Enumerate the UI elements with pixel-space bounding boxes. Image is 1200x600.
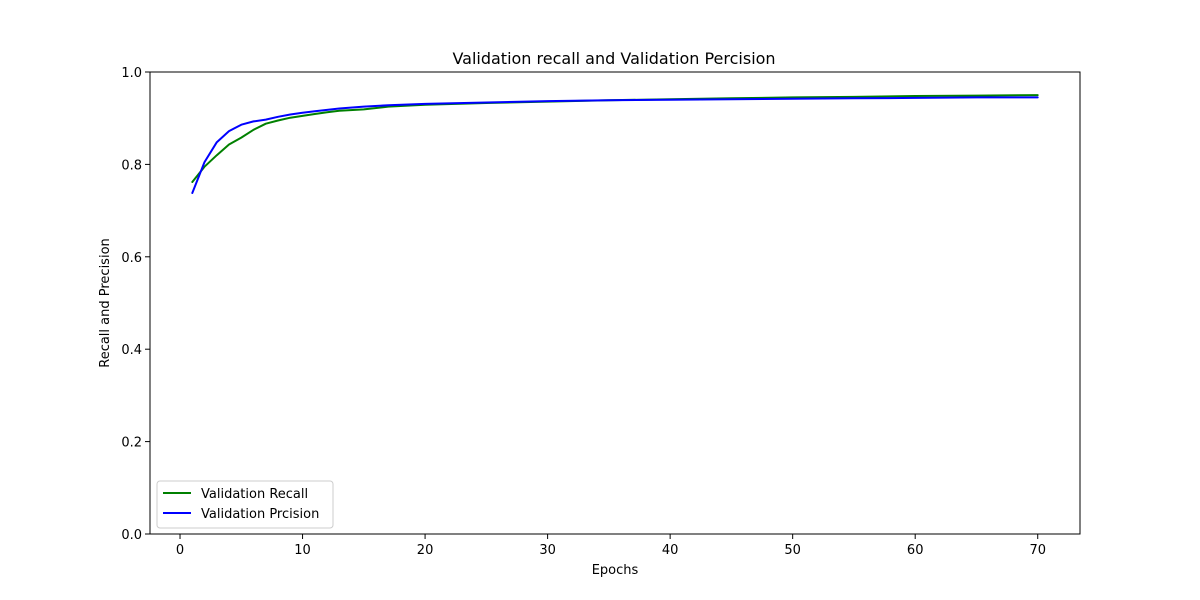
y-axis-label: Recall and Precision [98,238,113,368]
y-tick-label: 1.0 [121,66,142,81]
x-tick-label: 10 [294,543,311,558]
x-tick-label: 60 [907,543,924,558]
y-tick-label: 0.2 [121,436,142,451]
chart-title: Validation recall and Validation Percisi… [452,49,775,68]
series-line-validation-prcision [191,96,1039,194]
legend-box [156,480,334,529]
x-tick-label: 30 [539,543,556,558]
x-axis-ticks: 0 10 20 30 40 50 60 70 [176,534,1046,558]
x-axis-label: Epochs [592,563,639,578]
x-tick-label: 50 [784,543,801,558]
x-tick-label: 20 [417,543,434,558]
series-line-validation-recall [191,94,1039,183]
y-tick-label: 0.6 [121,251,142,266]
y-tick-label: 0.4 [121,343,142,358]
plot-lines [191,94,1039,194]
legend: Validation Recall Validation Prcision [156,480,334,529]
legend-label-validation-precision: Validation Prcision [201,507,319,522]
y-axis-ticks: 0.0 0.2 0.4 0.6 0.8 1.0 [121,66,150,543]
legend-label-validation-recall: Validation Recall [201,487,308,502]
x-tick-label: 70 [1029,543,1046,558]
x-tick-label: 40 [662,543,679,558]
plot-frame [149,71,1081,535]
y-tick-label: 0.0 [121,528,142,543]
x-tick-label: 0 [176,543,184,558]
y-tick-label: 0.8 [121,158,142,173]
